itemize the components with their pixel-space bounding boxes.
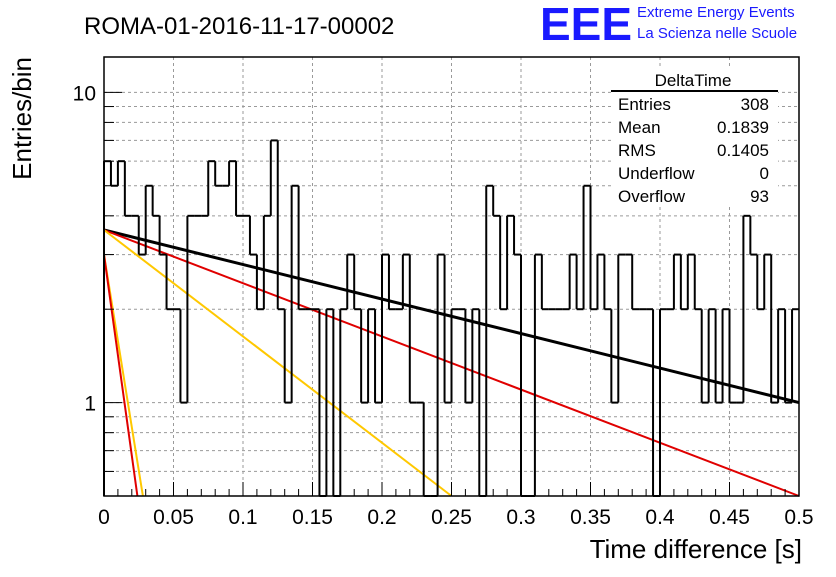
x-tick-label: 0.35 [570, 506, 611, 529]
x-tick-label: 0.25 [431, 506, 472, 529]
x-tick-labels: 0 0.05 0.1 0.15 0.2 0.25 0.3 0.35 0.4 0.45 0.5 [98, 506, 813, 529]
fit-curve-fast-red [103, 254, 139, 497]
stats-rows: Entries 308 Mean 0.1839 RMS 0.1405 Underflow 0 O… [618, 95, 769, 206]
stats-row-label: Underflow [618, 164, 695, 183]
y-tick-label: 10 [73, 82, 96, 105]
logo-line-1: Extreme Energy Events [637, 4, 795, 21]
x-tick-label: 0.15 [292, 506, 333, 529]
x-tick-label: 0.2 [367, 506, 396, 529]
x-tick-label: 0.1 [228, 506, 257, 529]
fit-curve-slow-yellow [103, 229, 453, 497]
x-tick-label: 0.05 [153, 506, 194, 529]
grid [104, 57, 799, 496]
run-title: ROMA-01-2016-11-17-00002 [84, 13, 394, 40]
stats-row-value: 0.1839 [717, 118, 769, 137]
axis-ticks [103, 91, 800, 497]
stats-title: DeltaTime [655, 71, 732, 90]
x-tick-label: 0.4 [645, 506, 675, 529]
stats-row-label: Overflow [618, 187, 686, 206]
stats-row-value: 308 [741, 95, 769, 114]
stats-row-label: RMS [618, 141, 656, 160]
stats-row-label: Entries [618, 95, 671, 114]
eee-logo: EEE Extreme Energy Events La Scienza nel… [540, 0, 797, 50]
stats-box-background [611, 66, 778, 207]
logo-line-2: La Scienza nelle Scuole [637, 25, 797, 42]
stats-row-value: 93 [750, 187, 769, 206]
x-tick-label: 0.5 [784, 506, 813, 529]
stats-row-value: 0 [760, 164, 769, 183]
x-tick-label: 0.45 [709, 506, 750, 529]
y-tick-label: 1 [84, 393, 96, 416]
x-axis-label: Time difference [s] [590, 534, 802, 564]
eee-logo-mark: EEE [540, 0, 632, 50]
y-tick-labels: 1 10 [73, 82, 96, 415]
y-axis-label: Entries/bin [7, 57, 37, 180]
stats-box: DeltaTime Entries 308 Mean 0.1839 RMS 0.1405 U… [611, 66, 778, 207]
stats-row-label: Mean [618, 118, 661, 137]
x-tick-label: 0 [98, 506, 110, 529]
stats-row-value: 0.1405 [717, 141, 769, 160]
x-tick-label: 0.3 [506, 506, 535, 529]
